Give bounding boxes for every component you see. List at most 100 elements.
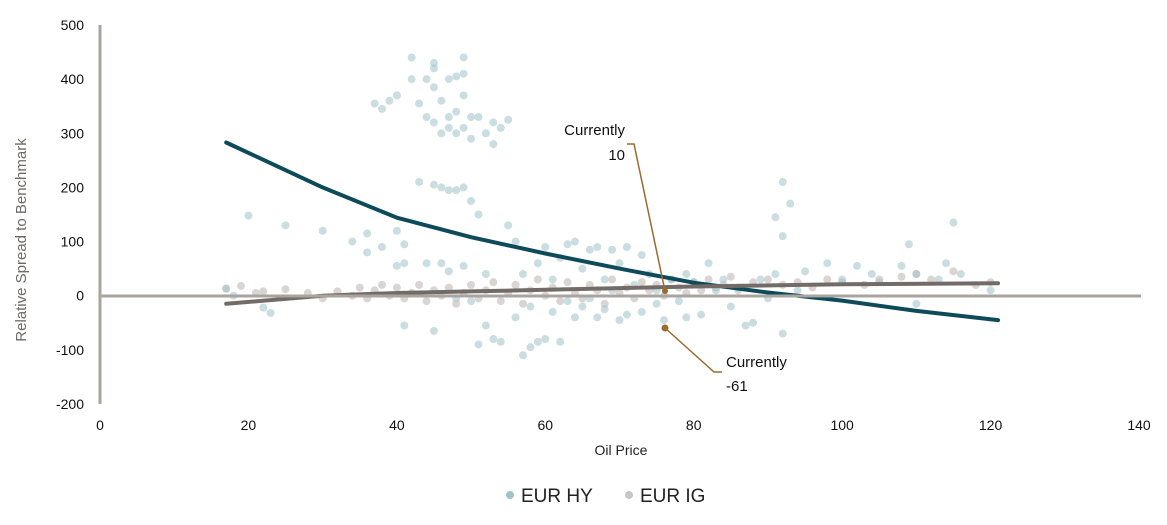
data-point-hy bbox=[400, 259, 409, 268]
data-point-hy bbox=[986, 286, 995, 295]
legend-marker-eur-ig bbox=[625, 491, 633, 499]
data-point-hy bbox=[437, 183, 446, 192]
data-point-hy bbox=[496, 337, 505, 346]
data-point-hy bbox=[266, 309, 275, 318]
data-point-hy bbox=[422, 75, 431, 84]
data-point-hy bbox=[912, 299, 921, 308]
data-point-ig bbox=[897, 272, 906, 281]
data-point-ig bbox=[563, 278, 572, 287]
data-point-hy bbox=[578, 302, 587, 311]
data-point-ig bbox=[444, 283, 453, 292]
annotation-hy-dot bbox=[661, 324, 669, 332]
y-tick-label: -100 bbox=[56, 342, 84, 358]
data-point-hy bbox=[504, 115, 513, 124]
data-point-ig bbox=[281, 285, 290, 294]
data-point-hy bbox=[407, 53, 416, 62]
data-point-hy bbox=[801, 267, 810, 276]
data-point-hy bbox=[363, 229, 372, 238]
y-axis-label: Relative Spread to Benchmark bbox=[13, 138, 30, 342]
data-point-hy bbox=[459, 261, 468, 270]
data-point-hy bbox=[489, 140, 498, 149]
data-point-hy bbox=[392, 261, 401, 270]
data-point-hy bbox=[912, 270, 921, 279]
x-tick-label: 60 bbox=[537, 417, 553, 433]
data-point-hy bbox=[786, 199, 795, 208]
data-point-hy bbox=[637, 307, 646, 316]
annotation-hy-current: Currently -61 bbox=[661, 324, 787, 395]
y-tick-label: -200 bbox=[56, 396, 84, 412]
data-point-hy bbox=[585, 245, 594, 254]
data-point-ig bbox=[763, 275, 772, 284]
y-tick-label: 200 bbox=[61, 179, 85, 195]
y-tick-label: 500 bbox=[61, 17, 85, 33]
data-point-ig bbox=[608, 275, 617, 284]
data-point-hy bbox=[778, 178, 787, 187]
data-point-hy bbox=[570, 313, 579, 322]
x-axis-label: Oil Price bbox=[595, 442, 648, 458]
data-point-hy bbox=[942, 259, 951, 268]
data-point-hy bbox=[459, 53, 468, 62]
y-tick-label: 400 bbox=[61, 71, 85, 87]
data-point-ig bbox=[392, 283, 401, 292]
annotation-hy-value: -61 bbox=[726, 378, 748, 395]
data-point-hy bbox=[541, 335, 550, 344]
data-point-hy bbox=[674, 297, 683, 306]
data-point-hy bbox=[904, 240, 913, 249]
x-tick-label: 120 bbox=[979, 417, 1003, 433]
data-point-hy bbox=[281, 221, 290, 230]
data-point-hy bbox=[823, 259, 832, 268]
data-point-hy bbox=[541, 242, 550, 251]
data-point-hy bbox=[415, 178, 424, 187]
data-point-hy bbox=[852, 261, 861, 270]
annotation-ig-leader bbox=[627, 143, 666, 292]
data-point-hy bbox=[444, 75, 453, 84]
data-point-hy bbox=[897, 261, 906, 270]
data-point-hy bbox=[504, 221, 513, 230]
y-tick-label: 100 bbox=[61, 234, 85, 250]
data-point-hy bbox=[556, 337, 565, 346]
data-point-hy bbox=[444, 113, 453, 122]
data-point-hy bbox=[867, 270, 876, 279]
data-point-ig bbox=[422, 297, 431, 306]
data-point-hy bbox=[652, 299, 661, 308]
data-point-hy bbox=[526, 343, 535, 352]
data-point-hy bbox=[429, 58, 438, 67]
data-point-hy bbox=[771, 213, 780, 222]
data-point-hy bbox=[749, 318, 758, 327]
data-point-ig bbox=[489, 278, 498, 287]
data-point-hy bbox=[222, 284, 231, 293]
data-point-hy bbox=[600, 305, 609, 314]
annotation-ig-dot bbox=[662, 288, 668, 294]
data-point-hy bbox=[437, 129, 446, 138]
data-point-hy bbox=[934, 275, 943, 284]
x-tick-label: 0 bbox=[96, 417, 104, 433]
data-point-hy bbox=[778, 232, 787, 241]
data-point-hy bbox=[415, 99, 424, 108]
data-point-hy bbox=[519, 351, 528, 360]
data-point-hy bbox=[452, 107, 461, 116]
data-point-hy bbox=[467, 196, 476, 205]
data-point-hy bbox=[370, 99, 379, 108]
data-point-hy bbox=[956, 270, 965, 279]
data-point-hy bbox=[378, 242, 387, 251]
x-tick-label: 20 bbox=[241, 417, 257, 433]
data-point-hy bbox=[704, 259, 713, 268]
data-point-hy bbox=[474, 210, 483, 219]
data-point-ig bbox=[237, 281, 246, 290]
data-point-hy bbox=[526, 302, 535, 311]
data-point-hy bbox=[511, 313, 520, 322]
data-point-hy bbox=[622, 310, 631, 319]
data-point-hy bbox=[467, 134, 476, 143]
data-point-hy bbox=[682, 313, 691, 322]
legend-marker-eur-hy bbox=[506, 491, 514, 499]
legend-label-eur-ig: EUR IG bbox=[640, 486, 705, 507]
data-point-ig bbox=[949, 267, 958, 276]
data-point-hy bbox=[422, 113, 431, 122]
data-point-hy bbox=[793, 286, 802, 295]
data-point-hy bbox=[259, 303, 268, 312]
data-point-hy bbox=[615, 316, 624, 325]
data-point-hy bbox=[392, 226, 401, 235]
data-point-hy bbox=[400, 321, 409, 330]
data-point-ig bbox=[355, 283, 364, 292]
